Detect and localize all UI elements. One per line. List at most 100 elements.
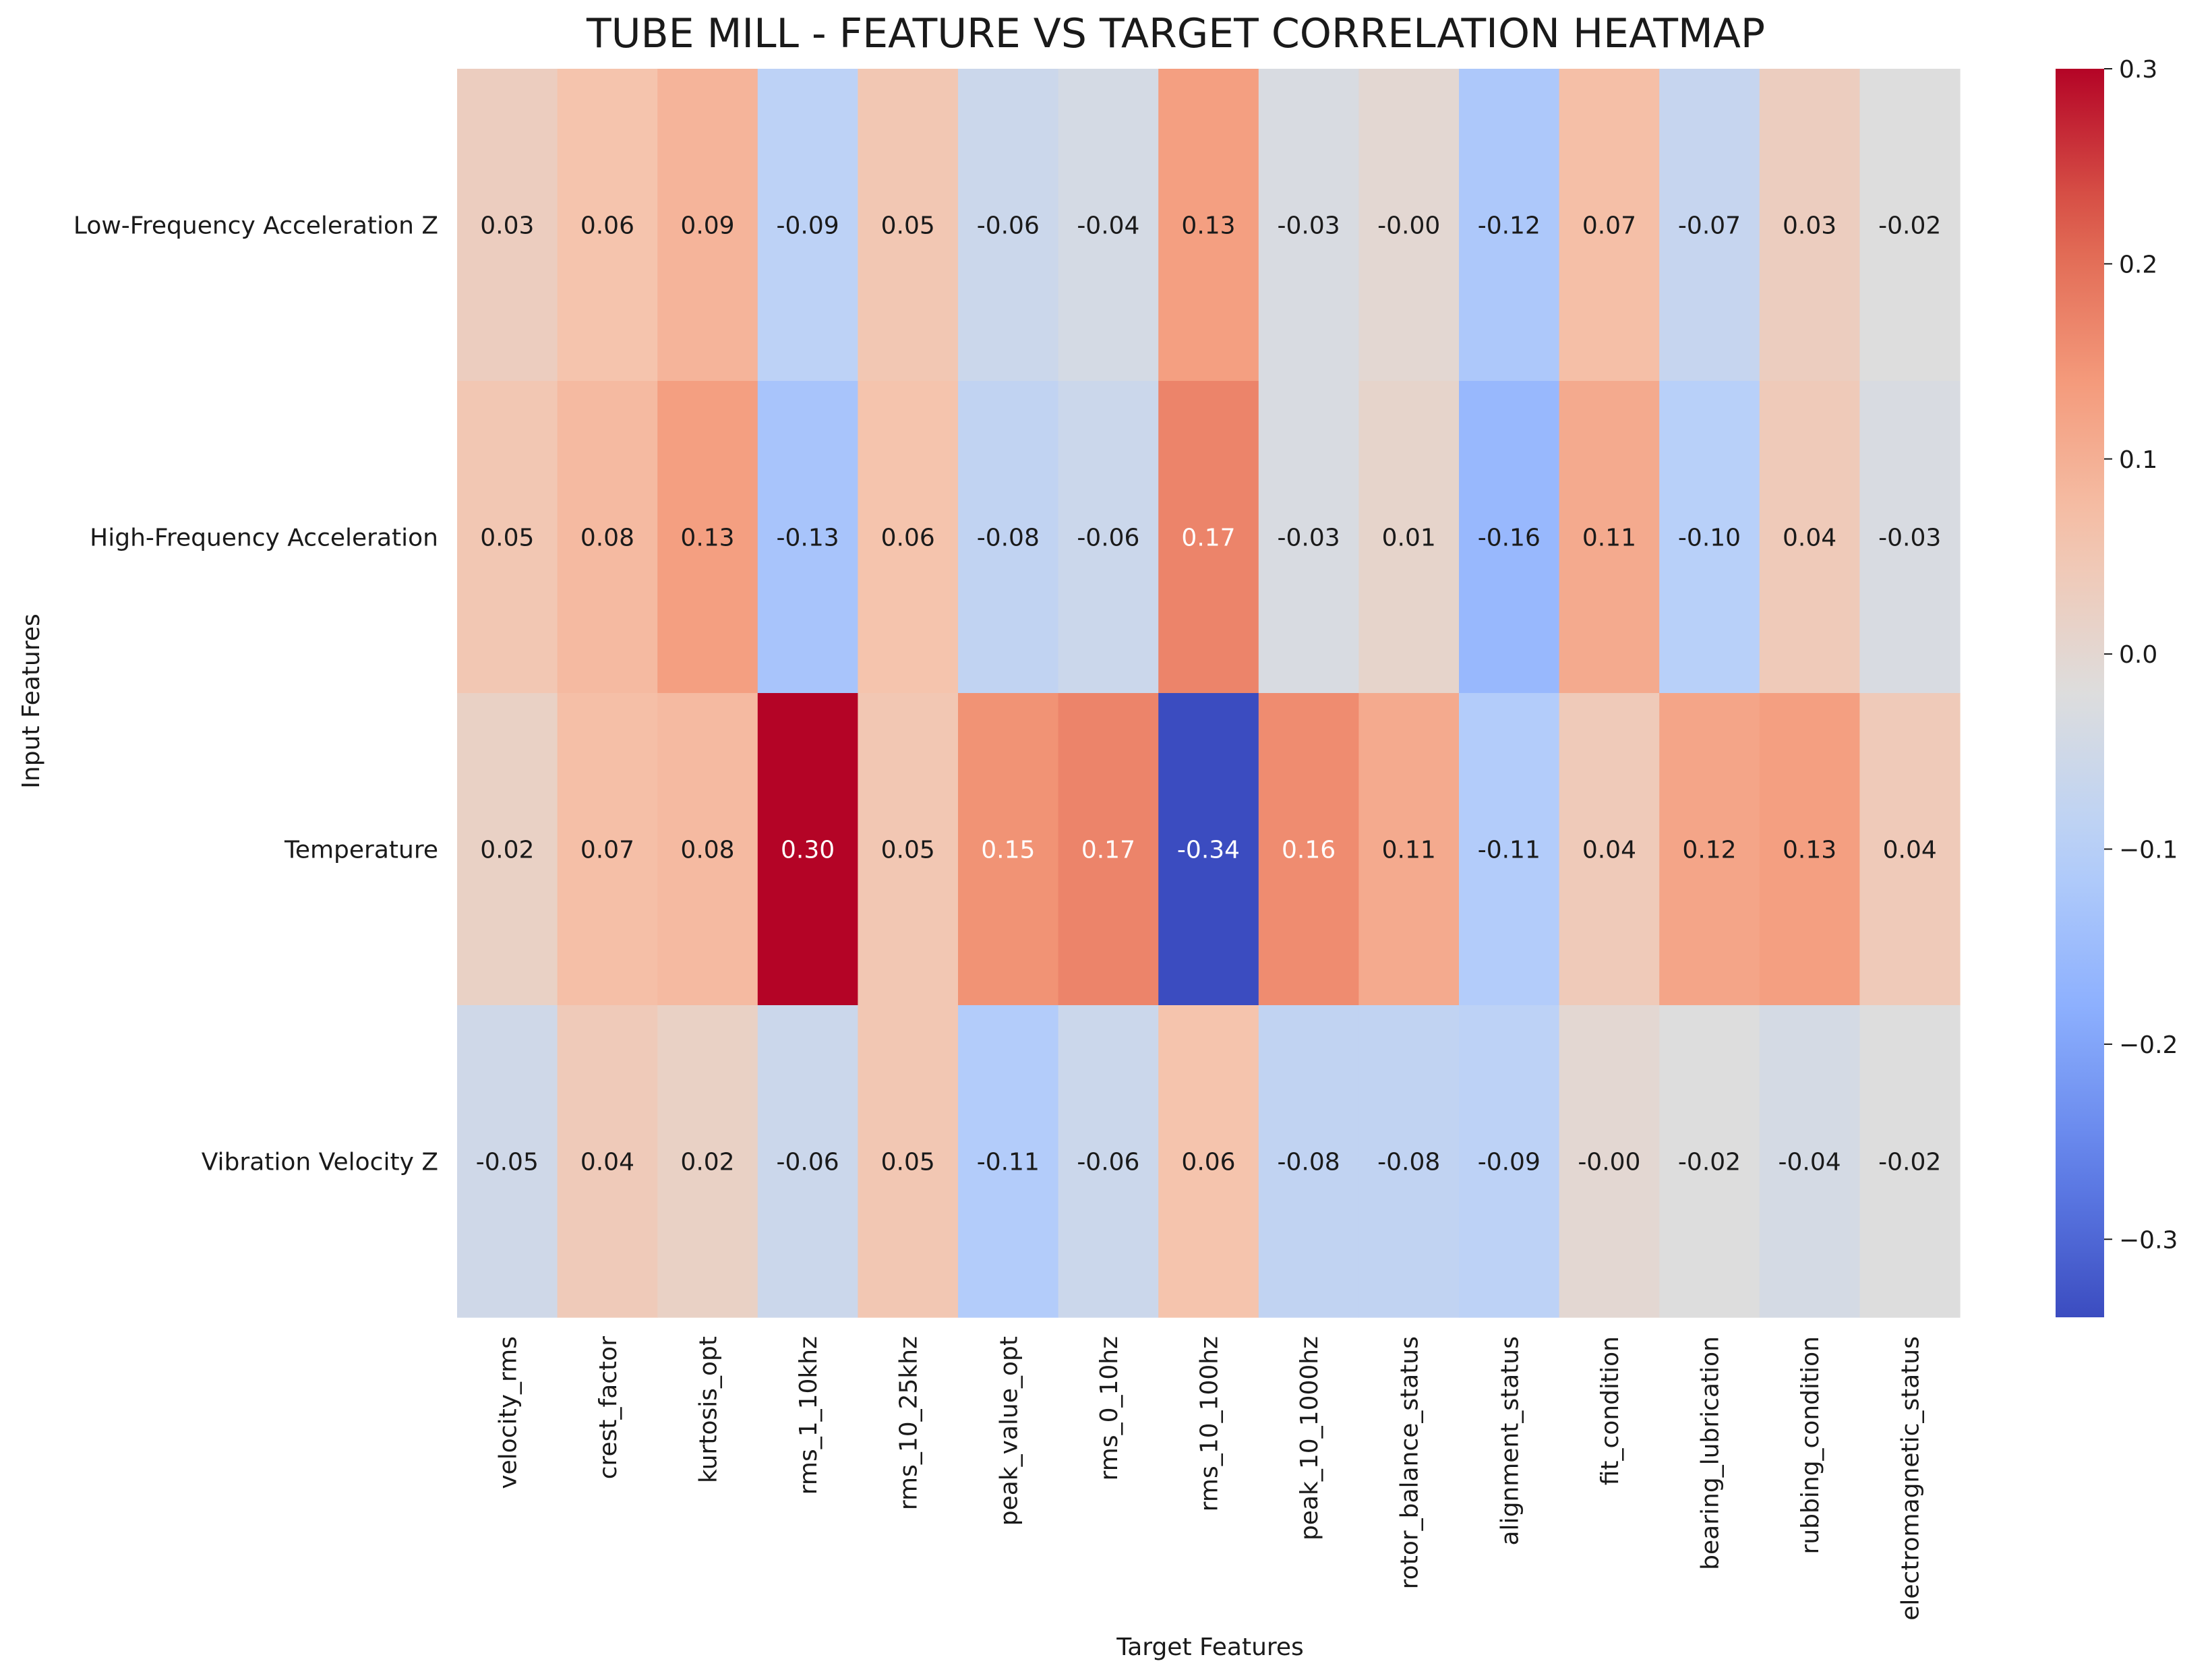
cell-value-label: 0.04 xyxy=(1582,837,1636,864)
heatmap-cell xyxy=(1559,69,1660,382)
heatmap-cell xyxy=(1759,1005,1860,1318)
cell-value-label: -0.00 xyxy=(1377,212,1440,240)
x-tick-label: rubbing_condition xyxy=(1797,1336,1824,1554)
cell-value-label: 0.06 xyxy=(580,212,634,240)
x-tick-label: alignment_status xyxy=(1496,1336,1524,1546)
colorbar-tick-label: 0.0 xyxy=(2119,641,2157,669)
heatmap-cell xyxy=(858,69,959,382)
heatmap-cell xyxy=(958,381,1059,694)
cell-value-label: 0.05 xyxy=(881,212,935,240)
cell-value-label: -0.06 xyxy=(777,1149,839,1176)
heatmap-cell xyxy=(1358,1005,1460,1318)
cell-value-label: 0.07 xyxy=(580,837,634,864)
cell-value-label: -0.10 xyxy=(1678,524,1741,552)
heatmap-cell xyxy=(1759,381,1860,694)
chart-title: TUBE MILL - FEATURE VS TARGET CORRELATIO… xyxy=(586,10,1765,57)
heatmap-cell xyxy=(657,693,758,1006)
heatmap-cell xyxy=(1358,69,1460,382)
cell-value-label: 0.17 xyxy=(1181,524,1235,552)
x-tick-label: crest_factor xyxy=(595,1336,622,1479)
cell-value-label: -0.04 xyxy=(1778,1149,1841,1176)
x-tick-label: peak_10_1000hz xyxy=(1296,1336,1323,1540)
heatmap-cell xyxy=(557,381,658,694)
cell-value-label: 0.03 xyxy=(1783,212,1836,240)
heatmap-cell xyxy=(1659,693,1760,1006)
heatmap-cell xyxy=(1358,381,1460,694)
heatmap-cell xyxy=(958,69,1059,382)
heatmap-cell xyxy=(1358,693,1460,1006)
heatmap-cell xyxy=(457,1005,558,1318)
heatmap-cell xyxy=(557,1005,658,1318)
cell-value-label: 0.05 xyxy=(881,1149,935,1176)
cell-value-label: -0.03 xyxy=(1878,524,1941,552)
cell-value-label: 0.11 xyxy=(1382,837,1436,864)
heatmap-cell xyxy=(757,69,858,382)
heatmap-cell xyxy=(1258,693,1359,1006)
cell-value-label: 0.04 xyxy=(580,1149,634,1176)
cell-value-label: 0.06 xyxy=(881,524,935,552)
heatmap-cell xyxy=(1459,1005,1560,1318)
cell-value-label: 0.03 xyxy=(480,212,534,240)
cell-value-label: -0.08 xyxy=(1377,1149,1440,1176)
heatmap-cell xyxy=(1459,381,1560,694)
heatmap-cell xyxy=(858,381,959,694)
heatmap-cell xyxy=(1258,381,1359,694)
cell-value-label: -0.06 xyxy=(977,212,1040,240)
cell-value-label: -0.03 xyxy=(1278,524,1340,552)
colorbar-tick-label: 0.3 xyxy=(2119,56,2157,84)
y-tick-labels: Low-Frequency Acceleration Z High-Frequen… xyxy=(73,212,438,1176)
cell-value-label: -0.11 xyxy=(1478,837,1541,864)
cell-value-label: 0.07 xyxy=(1582,212,1636,240)
heatmap-cell xyxy=(457,693,558,1006)
heatmap-cell xyxy=(1859,381,1961,694)
cell-value-label: -0.08 xyxy=(977,524,1040,552)
heatmap-cell xyxy=(1158,381,1259,694)
x-tick-labels: velocity_rms crest_factor kurtosis_opt rms_… xyxy=(494,1336,1924,1621)
heatmap-cell xyxy=(757,693,858,1006)
y-tick-label: Low-Frequency Acceleration Z xyxy=(73,212,438,240)
colorbar-tick-label: −0.2 xyxy=(2119,1031,2178,1059)
cell-value-label: 0.05 xyxy=(480,524,534,552)
heatmap-cell xyxy=(1859,1005,1961,1318)
colorbar-tick-label: 0.2 xyxy=(2119,251,2157,278)
cell-value-label: -0.06 xyxy=(1077,1149,1139,1176)
x-tick-label: electromagnetic_status xyxy=(1897,1336,1925,1621)
heatmap-cell xyxy=(657,1005,758,1318)
heatmap-cell xyxy=(457,381,558,694)
cell-value-label: 0.15 xyxy=(981,837,1035,864)
heatmap-value-labels: 0.03 0.06 0.09 -0.09 0.05 -0.06 -0.04 0.13 -0.03… xyxy=(476,212,1942,1176)
cell-value-label: 0.17 xyxy=(1081,837,1135,864)
cell-value-label: 0.30 xyxy=(781,837,835,864)
cell-value-label: 0.01 xyxy=(1382,524,1436,552)
colorbar-tick-label: −0.3 xyxy=(2119,1226,2178,1254)
colorbar-tick-label: 0.1 xyxy=(2119,446,2157,474)
heatmap-cell xyxy=(958,693,1059,1006)
cell-value-label: 0.05 xyxy=(881,837,935,864)
heatmap-cell xyxy=(1058,693,1159,1006)
heatmap-cell xyxy=(1559,1005,1660,1318)
cell-value-label: -0.09 xyxy=(1478,1149,1541,1176)
cell-value-label: -0.07 xyxy=(1678,212,1741,240)
colorbar-ticks: 0.3 0.2 0.1 0.0 −0.1 −0.2 −0.3 xyxy=(2104,56,2178,1254)
heatmap-cell xyxy=(958,1005,1059,1318)
cell-value-label: 0.02 xyxy=(680,1149,734,1176)
x-tick-label: rotor_balance_status xyxy=(1396,1336,1424,1589)
cell-value-label: 0.09 xyxy=(680,212,734,240)
cell-value-label: -0.16 xyxy=(1478,524,1541,552)
cell-value-label: -0.11 xyxy=(977,1149,1040,1176)
cell-value-label: -0.13 xyxy=(777,524,839,552)
heatmap-cell xyxy=(1058,69,1159,382)
x-tick-label: kurtosis_opt xyxy=(695,1336,723,1483)
cell-value-label: -0.34 xyxy=(1177,837,1240,864)
cell-value-label: -0.00 xyxy=(1578,1149,1640,1176)
y-axis-label: Input Features xyxy=(18,613,45,788)
y-tick-label: Temperature xyxy=(284,837,438,864)
heatmap-cells xyxy=(457,69,1961,1318)
heatmap-cell xyxy=(1158,69,1259,382)
cell-value-label: -0.04 xyxy=(1077,212,1139,240)
y-tick-label: High-Frequency Acceleration xyxy=(90,524,438,552)
cell-value-label: 0.04 xyxy=(1783,524,1836,552)
x-tick-label: rms_1_10khz xyxy=(795,1336,823,1495)
